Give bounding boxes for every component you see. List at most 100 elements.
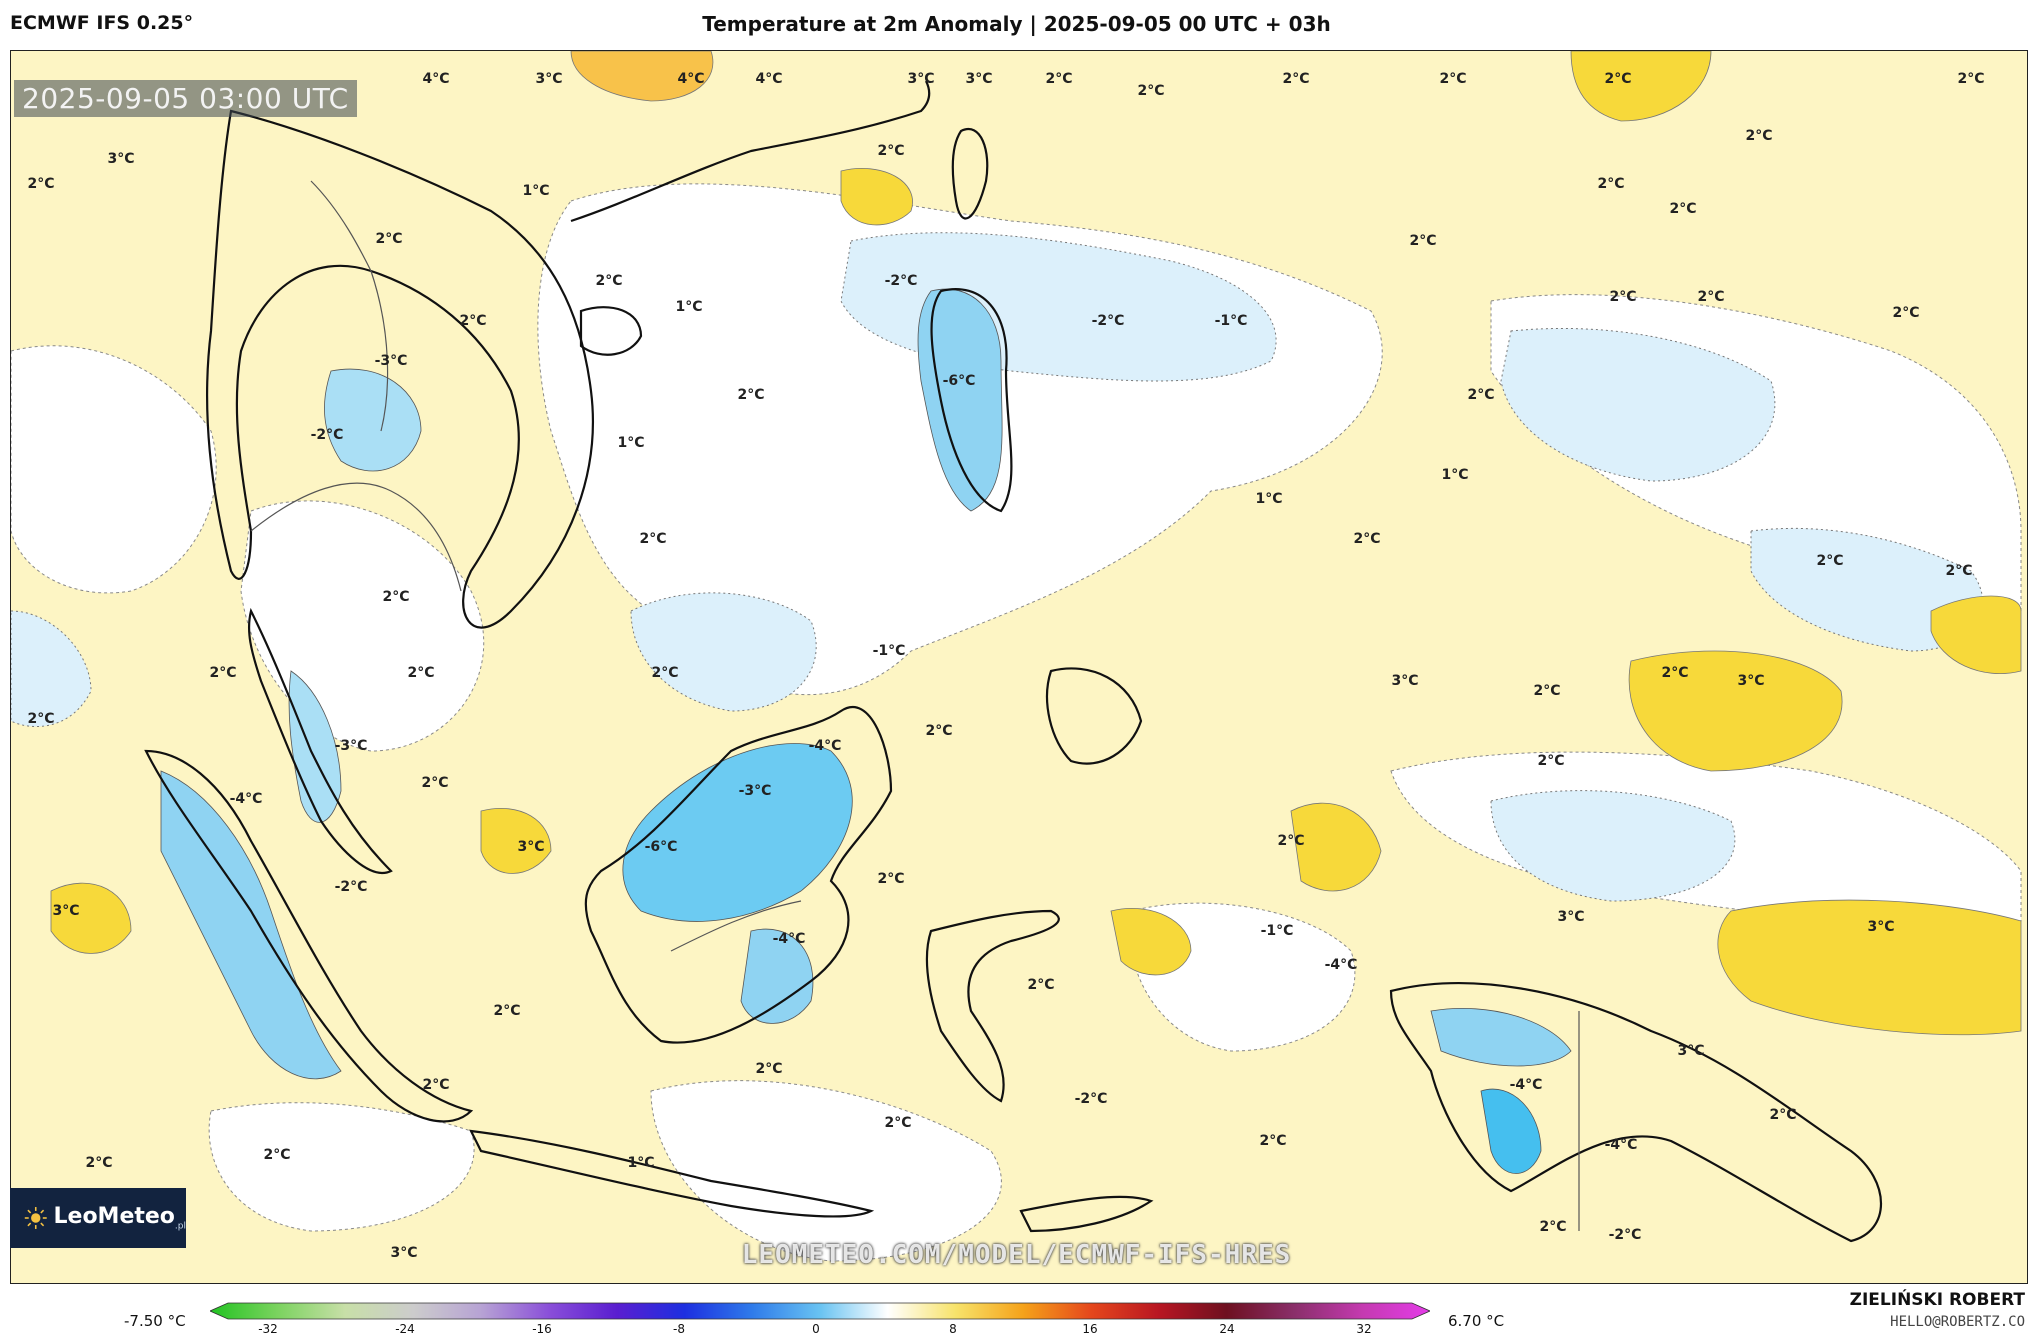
isotherm-label: 2°C — [639, 531, 667, 547]
isotherm-label: 2°C — [1277, 833, 1305, 849]
author-credit: ZIELIŃSKI ROBERT — [1849, 1290, 2025, 1310]
legend-min-label: -7.50 °C — [124, 1312, 186, 1330]
taiwan-coast — [951, 128, 989, 220]
colorbar-tick: 8 — [949, 1322, 957, 1336]
java-coast — [469, 1129, 875, 1218]
isotherm-label: 2°C — [1537, 753, 1565, 769]
isotherm-label: 3°C — [1867, 919, 1895, 935]
isotherm-label: 1°C — [522, 183, 550, 199]
isotherm-label: 4°C — [755, 71, 783, 87]
source-watermark: LEOMETEO.COM/MODEL/ECMWF-IFS-HRES — [741, 1240, 1292, 1270]
isotherm-label: 3°C — [1737, 673, 1765, 689]
south-china-coast — [570, 80, 931, 223]
isotherm-label: 2°C — [85, 1155, 113, 1171]
sulawesi-coast — [925, 909, 1060, 1103]
chart-title: Temperature at 2m Anomaly | 2025-09-05 0… — [702, 12, 1331, 36]
isotherm-label: 2°C — [1045, 71, 1073, 87]
isotherm-label: 2°C — [651, 665, 679, 681]
isotherm-label: -1°C — [872, 643, 906, 659]
malay-peninsula-coast — [247, 607, 393, 874]
colorbar-tick: -24 — [395, 1322, 415, 1336]
colorbar-tick: 16 — [1082, 1322, 1098, 1336]
isotherm-label: 2°C — [877, 143, 905, 159]
new-guinea-coast — [1389, 982, 1883, 1243]
isotherm-label: 2°C — [1661, 665, 1689, 681]
isotherm-label: 3°C — [52, 903, 80, 919]
leometeo-logo[interactable]: LeoMeteo.pl — [10, 1188, 186, 1248]
isotherm-label: 1°C — [675, 299, 703, 315]
isotherm-label: -3°C — [738, 783, 772, 799]
colorbar-tick: -8 — [673, 1322, 685, 1336]
isotherm-label: 3°C — [1391, 673, 1419, 689]
isotherm-label: 2°C — [407, 665, 435, 681]
isotherm-label: 3°C — [390, 1245, 418, 1261]
isotherm-label: 2°C — [1467, 387, 1495, 403]
isotherm-label: -2°C — [1074, 1091, 1108, 1107]
cool-zones — [11, 232, 1984, 902]
isotherm-label: 2°C — [1539, 1219, 1567, 1235]
sun-icon — [24, 1207, 47, 1229]
isotherm-label: 3°C — [907, 71, 935, 87]
isotherm-label: 2°C — [422, 1077, 450, 1093]
luzon-coast — [930, 288, 1013, 513]
isotherm-label: 2°C — [1597, 176, 1625, 192]
colorbar-tick: -16 — [532, 1322, 552, 1336]
isotherm-label: -1°C — [1260, 923, 1294, 939]
hot-zones — [50, 51, 2022, 1036]
isotherm-label: 2°C — [737, 387, 765, 403]
isotherm-label: 2°C — [1259, 1133, 1287, 1149]
isotherm-label: 2°C — [884, 1115, 912, 1131]
isotherm-label: 2°C — [877, 871, 905, 887]
isotherm-label: 4°C — [422, 71, 450, 87]
isotherm-label: 2°C — [1769, 1107, 1797, 1123]
isotherm-label: -4°C — [808, 738, 842, 754]
logo-text: LeoMeteo.pl — [53, 1204, 187, 1232]
isotherm-label: 2°C — [595, 273, 623, 289]
isotherm-label: 2°C — [1669, 201, 1697, 217]
isotherm-label: -6°C — [644, 839, 678, 855]
coastlines — [144, 80, 1883, 1243]
colorbar-tick: 0 — [812, 1322, 820, 1336]
isotherm-label: 2°C — [1957, 71, 1985, 87]
isotherm-label: -4°C — [1509, 1077, 1543, 1093]
isotherm-label: 2°C — [1697, 289, 1725, 305]
isotherm-label: -4°C — [1604, 1137, 1638, 1153]
map-canvas[interactable]: 4°C 3°C 4°C 4°C 3°C 3°C 2°C 2°C 2°C 2°C … — [10, 50, 2028, 1284]
isotherm-label: 2°C — [1533, 683, 1561, 699]
isotherm-label: -3°C — [374, 353, 408, 369]
isotherm-label: 1°C — [627, 1155, 655, 1171]
isotherm-label: 2°C — [1137, 83, 1165, 99]
isotherm-label: 3°C — [965, 71, 993, 87]
isotherm-label: 2°C — [493, 1003, 521, 1019]
colorbar-tick: 24 — [1219, 1322, 1235, 1336]
isotherm-label: 2°C — [1604, 71, 1632, 87]
hainan-coast — [579, 306, 643, 356]
borneo-coast — [584, 706, 893, 1044]
isotherm-label: 2°C — [755, 1061, 783, 1077]
isotherm-label: 2°C — [459, 313, 487, 329]
isotherm-label: -2°C — [884, 273, 918, 289]
author-email[interactable]: HELLO@ROBERTZ.CO — [1890, 1314, 2025, 1330]
map-svg — [11, 51, 2022, 1262]
indochina-coast — [205, 109, 594, 629]
isotherm-label: -2°C — [334, 879, 368, 895]
isotherm-label: 4°C — [677, 71, 705, 87]
isotherm-label: -1°C — [1214, 313, 1248, 329]
isotherm-label: 2°C — [382, 589, 410, 605]
isotherm-label: 2°C — [27, 176, 55, 192]
isotherm-label: 2°C — [1816, 553, 1844, 569]
isotherm-label: 1°C — [1441, 467, 1469, 483]
isotherm-label: -6°C — [942, 373, 976, 389]
isotherm-label: -4°C — [772, 931, 806, 947]
isotherm-label: 3°C — [517, 839, 545, 855]
isotherm-label: 2°C — [27, 711, 55, 727]
isotherm-label: 2°C — [925, 723, 953, 739]
isotherm-label: 2°C — [1745, 128, 1773, 144]
isotherm-label: -2°C — [1091, 313, 1125, 329]
isotherm-label: 2°C — [375, 231, 403, 247]
timor-coast — [1019, 1195, 1154, 1233]
isotherm-label: 2°C — [263, 1147, 291, 1163]
isotherm-label: 2°C — [421, 775, 449, 791]
country-borders — [250, 180, 1580, 1231]
colorbar-tick: 32 — [1356, 1322, 1372, 1336]
